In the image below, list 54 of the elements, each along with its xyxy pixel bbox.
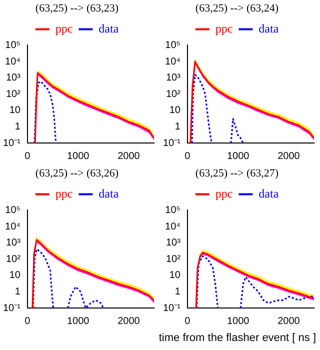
x-tick-label: 0 — [184, 150, 191, 162]
y-tick-label: 10³ — [166, 72, 182, 84]
y-tick-label: 10⁻¹ — [163, 138, 182, 149]
y-tick-label: 10⁵ — [5, 204, 20, 216]
y-tick-label: 10⁻¹ — [163, 302, 182, 314]
line-series — [34, 80, 57, 143]
x-tick-label: 2000 — [278, 316, 300, 327]
chart-title: (63,25) --> (63,24) — [195, 2, 279, 14]
y-tick-label: 10⁻¹ — [3, 138, 22, 149]
x-tick-label: 2000 — [118, 150, 140, 162]
y-tick-label: 10² — [6, 254, 22, 265]
y-tick-label: 10⁴ — [165, 221, 180, 232]
legend-label: data — [98, 21, 120, 36]
x-tick-label: 2000 — [118, 316, 140, 327]
chart-title: (63,25) --> (63,23) — [35, 2, 119, 14]
y-tick-label: 10³ — [6, 72, 22, 84]
legend-label: ppc — [215, 186, 233, 200]
legend-label: ppc — [55, 186, 73, 200]
y-tick-label: 10² — [166, 254, 182, 265]
x-tick-label: 1000 — [66, 316, 90, 327]
y-tick-label: 1 — [14, 121, 21, 132]
x-tick-label: 1000 — [226, 316, 250, 327]
y-tick-label: 10⁴ — [165, 56, 180, 68]
chart-title: (63,25) --> (63,26) — [35, 167, 119, 180]
y-tick-label: 10⁴ — [5, 56, 20, 68]
y-tick-label: 10 — [169, 105, 181, 116]
y-tick-label: 10⁵ — [165, 204, 180, 216]
y-tick-label: 10⁵ — [165, 40, 180, 51]
legend-label: data — [98, 186, 120, 200]
x-tick-label: 2000 — [278, 150, 300, 162]
y-tick-label: 10⁻¹ — [3, 302, 22, 314]
x-axis-title: time from the flasher event [ ns ] — [158, 332, 316, 344]
y-tick-label: 10³ — [6, 238, 22, 249]
x-tick-label: 0 — [24, 316, 31, 327]
x-tick-label: 1000 — [226, 150, 250, 162]
y-tick-label: 1 — [14, 286, 21, 298]
y-tick-label: 10³ — [166, 238, 182, 249]
x-tick-label: 0 — [184, 316, 191, 327]
y-tick-label: 10² — [6, 88, 22, 100]
x-tick-label: 0 — [24, 150, 31, 162]
legend-label: data — [258, 186, 280, 200]
chart-title: (63,25) --> (63,27) — [195, 167, 279, 180]
y-tick-label: 10² — [166, 88, 182, 100]
x-tick-label: 1000 — [66, 150, 90, 162]
legend-label: ppc — [215, 21, 233, 36]
y-tick-label: 10⁴ — [5, 221, 20, 232]
legend-label: data — [258, 21, 280, 36]
y-tick-label: 10⁵ — [5, 40, 20, 51]
y-tick-label: 1 — [174, 286, 181, 298]
legend-label: ppc — [55, 21, 73, 36]
y-tick-label: 10 — [9, 270, 21, 282]
y-tick-label: 10 — [169, 270, 181, 282]
y-tick-label: 1 — [174, 121, 181, 132]
y-tick-label: 10 — [9, 105, 21, 116]
